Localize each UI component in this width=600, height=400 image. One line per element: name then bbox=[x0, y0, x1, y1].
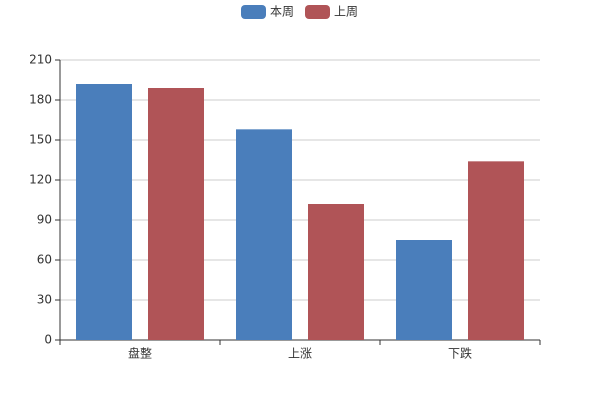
y-tick-label: 120 bbox=[29, 173, 52, 187]
y-tick-label: 60 bbox=[37, 253, 52, 267]
bar bbox=[76, 84, 132, 340]
legend-swatch[interactable] bbox=[305, 5, 330, 19]
y-tick-label: 210 bbox=[29, 53, 52, 67]
bar bbox=[308, 204, 364, 340]
legend-swatch[interactable] bbox=[241, 5, 266, 19]
bar bbox=[396, 240, 452, 340]
x-tick-label: 盘整 bbox=[128, 346, 152, 361]
y-tick-label: 90 bbox=[37, 213, 52, 227]
y-tick-label: 150 bbox=[29, 133, 52, 147]
x-tick-label: 下跌 bbox=[448, 346, 472, 361]
legend-label[interactable]: 上周 bbox=[334, 5, 358, 19]
bar bbox=[148, 88, 204, 340]
y-tick-label: 180 bbox=[29, 93, 52, 107]
y-tick-label: 30 bbox=[37, 293, 52, 307]
x-tick-label: 上涨 bbox=[288, 346, 312, 361]
y-tick-label: 0 bbox=[44, 333, 52, 347]
bar bbox=[468, 161, 524, 340]
legend-label[interactable]: 本周 bbox=[270, 5, 294, 19]
bar bbox=[236, 129, 292, 340]
